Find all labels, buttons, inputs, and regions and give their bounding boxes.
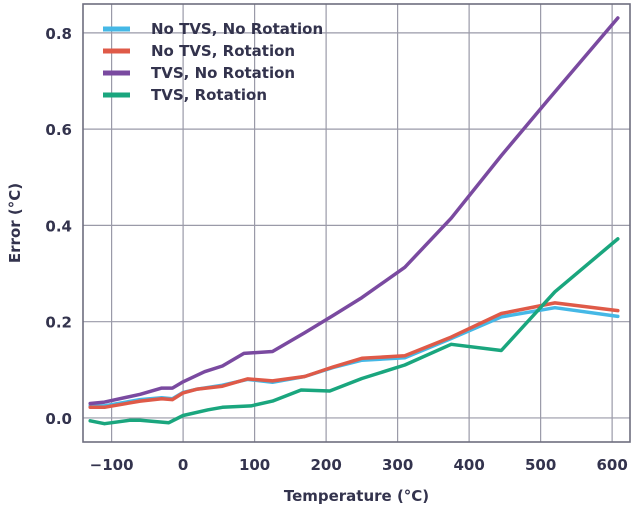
x-tick-label: 200 — [310, 456, 341, 474]
series-lines — [88, 16, 620, 426]
legend-label-tvs-no-rotation: TVS, No Rotation — [151, 64, 295, 82]
x-tick-label: 400 — [453, 456, 484, 474]
y-tick-label: 0.2 — [45, 314, 72, 332]
y-tick-label: 0.0 — [45, 410, 72, 428]
legend-label-no-tvs-rotation: No TVS, Rotation — [151, 42, 295, 60]
y-tick-label: 0.8 — [45, 25, 72, 43]
y-axis-label: Error (°C) — [6, 183, 24, 263]
x-axis-ticks: −100 0 100 200 300 400 500 600 — [90, 456, 628, 474]
series-line-no-tvs-rotation — [88, 301, 620, 410]
x-tick-label: 100 — [239, 456, 270, 474]
legend-label-tvs-rotation: TVS, Rotation — [151, 86, 267, 104]
y-tick-label: 0.6 — [45, 121, 72, 139]
y-tick-label: 0.4 — [45, 217, 72, 235]
y-axis-ticks: 0.0 0.2 0.4 0.6 0.8 — [45, 25, 72, 428]
series-line-tvs-no-rotation — [88, 16, 620, 406]
plot-frame — [82, 3, 631, 443]
legend-label-no-tvs-no-rotation: No TVS, No Rotation — [151, 20, 323, 38]
series-line-tvs-rotation — [88, 237, 620, 426]
legend: No TVS, No Rotation No TVS, Rotation TVS, … — [103, 20, 323, 104]
x-tick-label: 600 — [596, 456, 627, 474]
series-line-no-tvs-no-rotation — [88, 305, 620, 408]
x-axis-label: Temperature (°C) — [284, 487, 429, 505]
x-tick-label: 300 — [382, 456, 413, 474]
x-tick-label: 500 — [525, 456, 556, 474]
x-tick-label: 0 — [178, 456, 188, 474]
grid — [83, 4, 630, 442]
x-tick-label: −100 — [90, 456, 134, 474]
